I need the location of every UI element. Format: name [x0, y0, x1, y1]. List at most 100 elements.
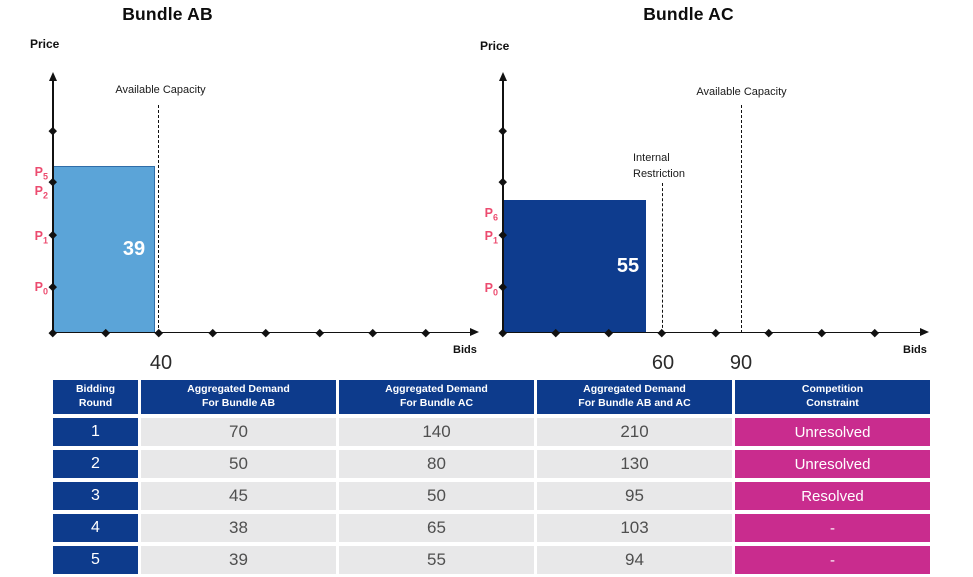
- table-header-demand-ab: Aggregated Demand For Bundle AB: [141, 380, 336, 414]
- table-row-2-demand-ab-and-ac: 130: [537, 450, 732, 478]
- table-header-bidding-round: Bidding Round: [53, 380, 138, 414]
- table-header-demand-ab-and-ac: Aggregated Demand For Bundle AB and AC: [537, 380, 732, 414]
- header-line: Aggregated Demand: [187, 383, 290, 396]
- table-row-4-round: 4: [53, 514, 138, 542]
- chart-ab-y-axis-arrow-icon: [48, 72, 57, 81]
- price-level-base: P: [484, 206, 493, 220]
- chart-ab-available-capacity-line: [158, 105, 159, 333]
- table-row-1-demand-ab: 70: [141, 418, 336, 446]
- table-row-3-demand-ab-and-ac: 95: [537, 482, 732, 510]
- table-header-demand-ac: Aggregated Demand For Bundle AC: [339, 380, 534, 414]
- chart-ac-y-axis-arrow-icon: [498, 72, 507, 81]
- chart-ac-x-tick-90: 90: [729, 352, 753, 374]
- chart-ab-x-tick-diamond: [368, 328, 377, 337]
- header-line: For Bundle AB: [201, 397, 276, 409]
- chart-ac-y-axis: [502, 80, 504, 334]
- chart-ac-x-tick-60: 60: [651, 352, 675, 374]
- chart-ac-y-tick-diamond: [498, 177, 507, 186]
- chart-ac-price-level-p1: P1: [476, 229, 498, 246]
- price-level-base: P: [34, 165, 43, 179]
- table-row-2-demand-ac: 80: [339, 450, 534, 478]
- chart-ac-title: Bundle AC: [643, 4, 734, 24]
- chart-ab-price-level-p2: P2: [26, 184, 48, 201]
- header-line: Bidding: [75, 383, 116, 396]
- chart-ab-x-tick-diamond: [208, 328, 217, 337]
- chart-ab-y-axis: [52, 80, 54, 334]
- chart-ab-x-tick-diamond: [315, 328, 324, 337]
- header-line: Competition: [801, 383, 864, 396]
- chart-ab-price-level-p0: P0: [26, 280, 48, 297]
- chart-ac-bids-axis-label: Bids: [903, 344, 927, 356]
- table-row-4-demand-ab-and-ac: 103: [537, 514, 732, 542]
- chart-ac-x-axis-arrow-icon: [920, 328, 929, 336]
- chart-ac-x-tick-diamond: [870, 328, 879, 337]
- chart-ac-y-tick-diamond: [498, 126, 507, 135]
- price-level-sub: 0: [492, 287, 498, 298]
- table-row-4-constraint: -: [735, 514, 930, 542]
- table-row-1-constraint: Unresolved: [735, 418, 930, 446]
- chart-ab-demand-bar: [53, 166, 155, 333]
- chart-ac-available-capacity-line: [741, 105, 742, 333]
- price-level-sub: 6: [492, 212, 498, 223]
- table-row-3-demand-ab: 45: [141, 482, 336, 510]
- price-level-base: P: [484, 229, 493, 243]
- table-row-2-demand-ab: 50: [141, 450, 336, 478]
- table-row-2-constraint: Unresolved: [735, 450, 930, 478]
- table-row-3-round: 3: [53, 482, 138, 510]
- price-level-sub: 5: [42, 171, 48, 182]
- header-line: For Bundle AB and AC: [578, 397, 691, 409]
- header-line: Round: [78, 397, 113, 409]
- chart-ac-price-level-p6: P6: [476, 206, 498, 223]
- table-row-1-round: 1: [53, 418, 138, 446]
- chart-ac-internal-restriction-label: Internal Restriction: [633, 152, 685, 180]
- table-row-5-demand-ab: 39: [141, 546, 336, 574]
- price-level-base: P: [34, 229, 43, 243]
- chart-ab-bar-value: 39: [122, 238, 146, 260]
- bidding-rounds-table: Bidding Round Aggregated Demand For Bund…: [53, 380, 930, 574]
- header-line: Aggregated Demand: [583, 383, 686, 396]
- price-level-sub: 1: [42, 235, 48, 246]
- table-row-5-constraint: -: [735, 546, 930, 574]
- table-row-5-demand-ab-and-ac: 94: [537, 546, 732, 574]
- chart-ab-x-tick-diamond: [261, 328, 270, 337]
- price-level-base: P: [484, 281, 493, 295]
- table-row-3-demand-ac: 50: [339, 482, 534, 510]
- table-row-5-round: 5: [53, 546, 138, 574]
- chart-ac-internal-restriction-line: [662, 183, 663, 333]
- chart-ac-x-tick-diamond: [711, 328, 720, 337]
- chart-ab-price-level-p1: P1: [26, 229, 48, 246]
- chart-ab-available-capacity-label: Available Capacity: [115, 84, 206, 96]
- header-line: Constraint: [806, 397, 859, 409]
- price-level-base: P: [34, 280, 43, 294]
- chart-ab-x-tick-40: 40: [149, 352, 173, 374]
- chart-ab-x-tick-diamond: [421, 328, 430, 337]
- chart-ab-bids-axis-label: Bids: [453, 344, 477, 356]
- table-row-1-demand-ab-and-ac: 210: [537, 418, 732, 446]
- chart-ab-price-level-p5: P5: [26, 165, 48, 182]
- chart-ac-demand-bar: [503, 200, 646, 333]
- chart-ac-price-level-p0: P0: [476, 281, 498, 298]
- table-row-1-demand-ac: 140: [339, 418, 534, 446]
- header-line: For Bundle AC: [399, 397, 474, 409]
- table-row-4-demand-ac: 65: [339, 514, 534, 542]
- table-header-competition-constraint: Competition Constraint: [735, 380, 930, 414]
- chart-ab-x-axis-arrow-icon: [470, 328, 479, 336]
- price-level-base: P: [34, 184, 43, 198]
- chart-ab-price-axis-label: Price: [30, 37, 60, 51]
- chart-ac-price-axis-label: Price: [480, 39, 510, 53]
- price-level-sub: 0: [42, 286, 48, 297]
- header-line: Aggregated Demand: [385, 383, 488, 396]
- chart-ac-x-tick-diamond: [764, 328, 773, 337]
- chart-ab-y-tick-diamond: [48, 126, 57, 135]
- chart-ab-title: Bundle AB: [122, 4, 213, 24]
- table-row-3-constraint: Resolved: [735, 482, 930, 510]
- price-level-sub: 2: [42, 190, 48, 201]
- table-row-4-demand-ab: 38: [141, 514, 336, 542]
- chart-ac-bar-value: 55: [616, 255, 640, 277]
- chart-ac-x-tick-diamond: [817, 328, 826, 337]
- table-row-2-round: 2: [53, 450, 138, 478]
- table-row-5-demand-ac: 55: [339, 546, 534, 574]
- price-level-sub: 1: [492, 235, 498, 246]
- chart-ac-available-capacity-label: Available Capacity: [696, 86, 787, 98]
